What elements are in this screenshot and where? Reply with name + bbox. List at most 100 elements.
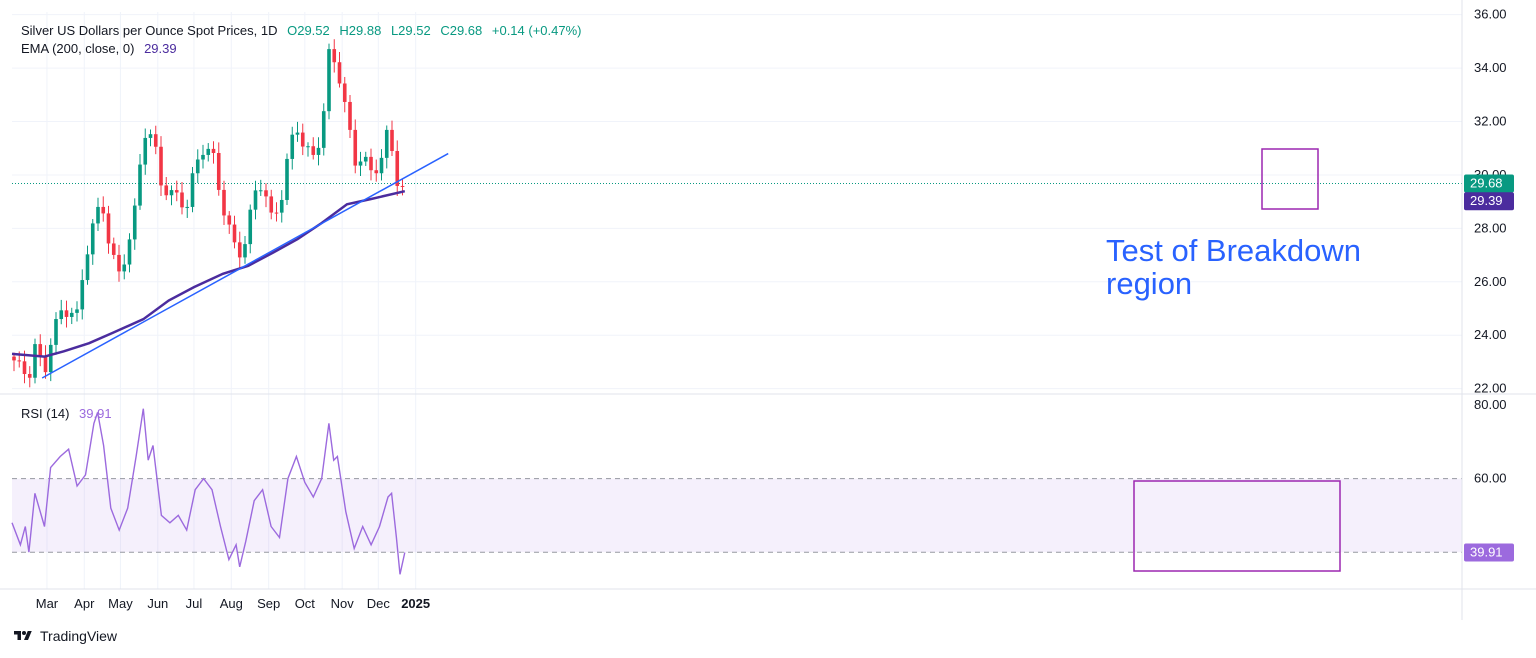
price-tick-label: 22.00 bbox=[1474, 381, 1507, 396]
candle-body bbox=[148, 134, 153, 138]
annotation-text: Test of Breakdown region bbox=[1106, 234, 1361, 300]
candle-body bbox=[169, 190, 174, 196]
candle-body bbox=[237, 242, 242, 258]
ema-price-label: 29.39 bbox=[1464, 192, 1514, 211]
annotation-line-2: region bbox=[1106, 266, 1193, 301]
time-tick-label: Nov bbox=[331, 596, 355, 611]
low-value: L29.52 bbox=[390, 23, 431, 38]
ema-legend-value: 29.39 bbox=[144, 41, 177, 56]
candle-body bbox=[27, 374, 32, 378]
ema-label: EMA (200, close, 0) bbox=[21, 41, 135, 56]
candle-body bbox=[306, 146, 310, 148]
trend-line bbox=[41, 152, 449, 379]
candle-body bbox=[358, 161, 363, 166]
candle-body bbox=[222, 189, 226, 216]
change-value: +0.14 (+0.47%) bbox=[491, 23, 582, 38]
candle-body bbox=[369, 156, 373, 171]
candle-body bbox=[232, 224, 237, 243]
candle-body bbox=[353, 129, 358, 166]
candle-body bbox=[117, 254, 121, 272]
rsi-highlight-box bbox=[1133, 480, 1341, 572]
time-tick-label: Apr bbox=[74, 596, 95, 611]
time-tick-label: Aug bbox=[220, 596, 243, 611]
price-tick-label: 24.00 bbox=[1474, 327, 1507, 342]
annotation-line-1: Test of Breakdown bbox=[1106, 233, 1362, 268]
open-value: O29.52 bbox=[287, 23, 330, 38]
last-price-label: 29.68 bbox=[1464, 174, 1514, 193]
candle-body bbox=[290, 134, 295, 159]
candle-body bbox=[390, 129, 394, 152]
candle-body bbox=[227, 215, 232, 225]
candle-body bbox=[279, 199, 284, 213]
candle-body bbox=[269, 196, 274, 213]
candle-body bbox=[332, 49, 337, 63]
candle-body bbox=[258, 190, 263, 192]
rsi-tick-label: 60.00 bbox=[1474, 471, 1507, 486]
tradingview-logo-icon bbox=[14, 631, 32, 640]
candle-body bbox=[316, 147, 321, 155]
candle-body bbox=[38, 344, 43, 356]
candle-body bbox=[337, 62, 342, 84]
high-value: H29.88 bbox=[339, 23, 382, 38]
candle-body bbox=[85, 254, 90, 281]
candle-body bbox=[101, 206, 106, 214]
candle-body bbox=[80, 280, 85, 310]
candle-body bbox=[274, 212, 279, 214]
candle-body bbox=[43, 355, 48, 373]
candle-body bbox=[285, 158, 289, 200]
footer-brand: TradingView bbox=[40, 628, 118, 644]
candle-body bbox=[395, 151, 400, 186]
candle-body bbox=[132, 205, 137, 240]
candle-body bbox=[190, 173, 195, 207]
candle-body bbox=[12, 356, 16, 361]
candle-body bbox=[59, 310, 64, 320]
time-tick-label: May bbox=[108, 596, 133, 611]
price-tick-label: 32.00 bbox=[1474, 114, 1507, 129]
close-value: C29.68 bbox=[440, 23, 483, 38]
time-tick-label: 2025 bbox=[401, 596, 430, 611]
price-tick-label: 28.00 bbox=[1474, 220, 1507, 235]
candle-body bbox=[180, 192, 184, 208]
price-tick-label: 26.00 bbox=[1474, 274, 1507, 289]
time-tick-label: Jul bbox=[186, 596, 203, 611]
candle-body bbox=[48, 344, 53, 373]
candle-body bbox=[374, 170, 379, 174]
candle-body bbox=[22, 361, 27, 375]
candle-body bbox=[106, 213, 111, 244]
candle-body bbox=[90, 223, 95, 255]
price-highlight-box bbox=[1261, 148, 1319, 210]
candle-body bbox=[295, 132, 300, 135]
last-price-value: 29.68 bbox=[1470, 175, 1503, 190]
candle-body bbox=[153, 134, 158, 147]
candle-body bbox=[75, 309, 79, 313]
candle-body bbox=[248, 209, 253, 245]
ema-value: 29.39 bbox=[1470, 193, 1503, 208]
candle-body bbox=[400, 185, 405, 187]
candle-body bbox=[211, 148, 216, 153]
candle-body bbox=[379, 157, 384, 174]
price-tick-label: 36.00 bbox=[1474, 7, 1507, 22]
candle-body bbox=[159, 146, 163, 186]
ema-line bbox=[11, 189, 406, 358]
candle-body bbox=[348, 101, 352, 130]
candle-body bbox=[69, 312, 74, 317]
time-tick-label: Jun bbox=[147, 596, 168, 611]
time-tick-label: Sep bbox=[257, 596, 280, 611]
candle-body bbox=[195, 159, 200, 174]
candle-body bbox=[253, 190, 258, 210]
candle-body bbox=[143, 137, 148, 165]
candle-body bbox=[216, 152, 221, 190]
time-tick-label: Dec bbox=[367, 596, 391, 611]
candle-body bbox=[33, 344, 37, 378]
candle-body bbox=[17, 360, 22, 362]
candle-body bbox=[384, 129, 389, 158]
candle-body bbox=[96, 206, 100, 224]
candle-body bbox=[264, 190, 268, 197]
candle-body bbox=[185, 206, 190, 208]
rsi-axis: 60.00 80.00 bbox=[1474, 397, 1507, 486]
rsi-legend: RSI (14) 39.91 bbox=[21, 406, 118, 421]
chart-title: Silver US Dollars per Ounce Spot Prices,… bbox=[21, 23, 278, 38]
candles bbox=[12, 39, 405, 388]
grid-lines bbox=[12, 12, 1462, 589]
